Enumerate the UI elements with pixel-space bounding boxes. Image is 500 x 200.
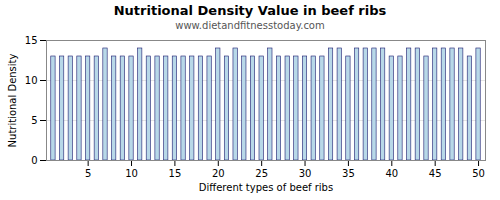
svg-text:15: 15 (25, 35, 38, 46)
svg-text:25: 25 (255, 168, 268, 179)
svg-text:50: 50 (472, 168, 485, 179)
svg-text:Different types of beef ribs: Different types of beef ribs (199, 182, 333, 193)
svg-text:35: 35 (342, 168, 355, 179)
svg-text:15: 15 (169, 168, 182, 179)
svg-text:40: 40 (385, 168, 398, 179)
svg-text:20: 20 (212, 168, 225, 179)
html-text:www.dietandfitnesstoday.com: www.dietandfitnesstoday.com (175, 20, 325, 31)
svg-text:10: 10 (125, 168, 138, 179)
svg-text:30: 30 (299, 168, 312, 179)
svg-text:5: 5 (85, 168, 91, 179)
svg-text:45: 45 (429, 168, 442, 179)
svg-text:Nutritional Density: Nutritional Density (7, 53, 18, 147)
svg-text:0: 0 (31, 155, 37, 166)
svg-text:5: 5 (31, 115, 37, 126)
svg-text:10: 10 (25, 75, 38, 86)
html-text:Nutritional Density Value in b: Nutritional Density Value in beef ribs (113, 3, 387, 18)
